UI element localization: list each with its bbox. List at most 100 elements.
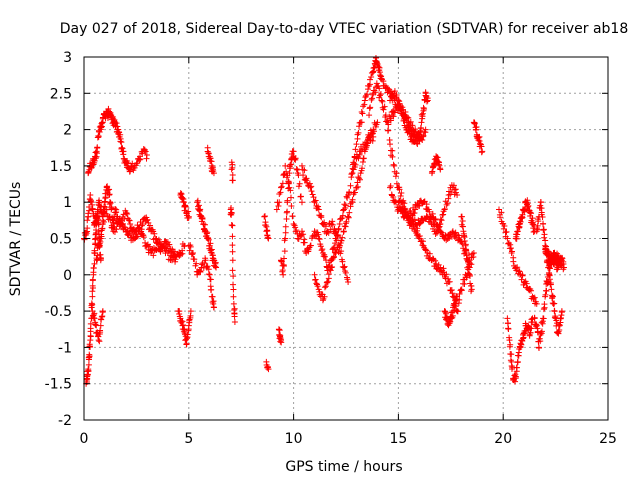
data-point <box>89 277 96 284</box>
data-point <box>230 286 237 293</box>
x-axis-label: GPS time / hours <box>285 459 402 475</box>
data-point <box>302 176 309 183</box>
data-point <box>293 227 300 234</box>
data-point <box>471 120 478 127</box>
data-point <box>165 248 172 255</box>
data-point <box>229 164 236 171</box>
data-point <box>293 166 300 173</box>
data-point <box>353 184 360 191</box>
data-point <box>411 138 418 145</box>
data-point <box>288 202 295 209</box>
data-point <box>210 304 217 311</box>
data-point <box>120 151 127 158</box>
data-point <box>353 141 360 148</box>
data-point <box>540 220 547 227</box>
data-point <box>513 267 520 274</box>
tick-labels: -2 -1.5 -1 -0.5 0 0.5 1 1.5 2 2.5 3 0 5 10 15 20 25 <box>45 50 617 447</box>
data-point <box>101 203 108 210</box>
data-point <box>540 227 547 234</box>
data-point <box>397 193 404 200</box>
data-point <box>183 340 190 347</box>
data-point <box>506 337 513 344</box>
data-point <box>540 306 547 313</box>
data-point <box>286 184 293 191</box>
data-point <box>349 196 356 203</box>
data-point <box>229 222 236 229</box>
data-point <box>340 206 347 213</box>
y-tick-label: 1.5 <box>50 159 72 175</box>
data-point <box>143 152 150 159</box>
data-point <box>86 353 93 360</box>
data-point <box>391 88 398 95</box>
data-point <box>368 73 375 80</box>
data-point <box>352 146 359 153</box>
data-point <box>347 182 354 189</box>
data-point <box>377 90 384 97</box>
data-point <box>228 222 235 229</box>
data-point <box>504 320 511 327</box>
data-point <box>417 220 424 227</box>
data-point <box>389 153 396 160</box>
data-point <box>466 251 473 258</box>
data-point <box>367 81 374 88</box>
data-point <box>179 250 186 257</box>
data-point <box>265 366 272 373</box>
data-point <box>385 121 392 128</box>
data-point <box>534 222 541 229</box>
data-point <box>414 225 421 232</box>
data-point <box>501 222 508 229</box>
data-point <box>143 217 150 224</box>
data-point <box>205 236 212 243</box>
data-point <box>521 330 528 337</box>
data-point <box>287 162 294 169</box>
data-point <box>434 154 441 161</box>
data-point <box>106 191 113 198</box>
data-point <box>507 245 514 252</box>
data-point <box>356 123 363 130</box>
data-point <box>464 257 471 264</box>
data-point <box>185 208 192 215</box>
data-point <box>350 166 357 173</box>
data-point <box>278 258 285 265</box>
data-point <box>334 233 341 240</box>
data-point <box>213 264 220 271</box>
data-point <box>376 85 383 92</box>
data-point <box>261 213 268 220</box>
data-point <box>100 217 107 224</box>
data-point <box>395 97 402 104</box>
data-point <box>322 283 329 290</box>
data-point <box>127 220 134 227</box>
data-point <box>201 260 208 267</box>
data-point <box>292 224 299 231</box>
data-point <box>229 171 236 178</box>
data-point <box>333 229 340 236</box>
data-point <box>290 220 297 227</box>
data-point <box>526 332 533 339</box>
data-point <box>261 213 268 220</box>
data-point <box>124 228 131 234</box>
data-point <box>422 126 429 133</box>
data-point <box>210 298 217 305</box>
data-point <box>300 231 307 238</box>
data-point <box>355 129 362 136</box>
data-point <box>85 361 92 368</box>
data-point <box>459 223 466 230</box>
data-point <box>367 104 374 111</box>
data-point <box>91 315 98 322</box>
data-point <box>97 322 104 329</box>
data-point <box>336 242 343 249</box>
data-point <box>276 199 283 206</box>
data-point <box>176 308 183 315</box>
data-point <box>447 318 454 325</box>
data-point <box>361 101 368 108</box>
data-point <box>230 273 237 280</box>
data-point <box>84 217 91 224</box>
data-point <box>369 95 376 102</box>
data-point <box>85 367 92 374</box>
data-point <box>315 286 322 293</box>
data-point <box>444 314 451 321</box>
data-point <box>537 199 544 206</box>
data-point <box>330 245 337 252</box>
data-point <box>264 234 271 241</box>
data-point <box>317 243 324 250</box>
